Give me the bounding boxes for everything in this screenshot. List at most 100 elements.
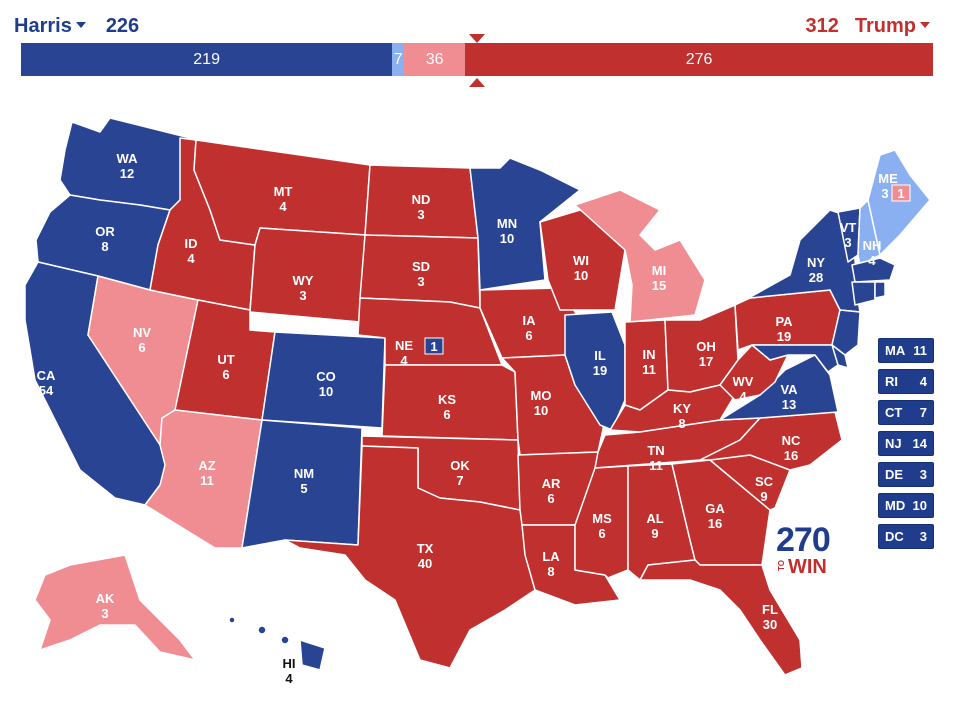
state-label-ne: NE — [395, 338, 413, 353]
state-label-co: CO — [316, 369, 336, 384]
state-fl[interactable] — [639, 559, 803, 676]
state-de[interactable] — [831, 344, 849, 369]
bar-segment-safe-rep: 276 — [465, 43, 933, 76]
state-label-id: ID — [185, 236, 198, 251]
state-hi[interactable] — [299, 639, 326, 671]
small-state-md[interactable]: MD 10 — [878, 493, 934, 518]
state-votes-ms: 6 — [598, 526, 605, 541]
state-ct[interactable] — [851, 281, 876, 306]
state-votes-mt: 4 — [279, 199, 287, 214]
state-votes-ia: 6 — [525, 328, 532, 343]
state-label-ok: OK — [450, 458, 470, 473]
state-tx[interactable] — [284, 445, 536, 669]
small-state-ma[interactable]: MA 11 — [878, 338, 934, 363]
logo-number: 270 — [776, 521, 831, 559]
chevron-down-icon[interactable] — [920, 22, 930, 29]
state-me[interactable] — [867, 149, 931, 256]
state-votes-ut: 6 — [222, 367, 229, 382]
state-votes-ny: 28 — [809, 270, 823, 285]
chevron-down-icon[interactable] — [75, 22, 86, 29]
state-votes-il: 19 — [593, 363, 607, 378]
state-label-az: AZ — [198, 458, 215, 473]
state-votes-nh: 4 — [868, 253, 876, 268]
state-votes-vt: 3 — [844, 235, 851, 250]
bar-segment-lean-dem: 7 — [392, 43, 405, 76]
state-label-nc: NC — [782, 433, 801, 448]
state-nc[interactable] — [699, 411, 843, 471]
trump-candidate-select[interactable]: Trump — [855, 15, 934, 37]
small-state-abbr: DC — [885, 529, 904, 544]
state-label-hi: HI — [283, 656, 296, 671]
small-state-abbr: MA — [885, 343, 906, 358]
state-votes-tn: 11 — [649, 458, 663, 473]
small-state-votes: 7 — [919, 405, 927, 420]
small-state-votes: 3 — [919, 529, 927, 544]
state-label-ia: IA — [523, 313, 537, 328]
state-label-ca: CA — [37, 368, 56, 383]
ne-district-votes: 1 — [430, 339, 437, 354]
state-votes-pa: 19 — [777, 329, 791, 344]
state-votes-ky: 8 — [678, 416, 685, 431]
small-state-abbr: MD — [885, 498, 906, 513]
small-state-votes: 14 — [912, 436, 927, 451]
state-label-mo: MO — [531, 388, 552, 403]
state-votes-ga: 16 — [708, 516, 722, 531]
state-label-wa: WA — [117, 151, 139, 166]
state-label-vt: VT — [840, 220, 857, 235]
small-state-ct[interactable]: CT 7 — [878, 400, 934, 425]
state-votes-ok: 7 — [456, 473, 463, 488]
state-nj[interactable] — [831, 309, 861, 356]
state-votes-sd: 3 — [417, 274, 424, 289]
small-state-votes: 11 — [913, 343, 927, 358]
state-label-tx: TX — [417, 541, 434, 556]
state-label-oh: OH — [696, 339, 716, 354]
small-state-dc[interactable]: DC 3 — [878, 524, 934, 549]
state-votes-mo: 10 — [534, 403, 548, 418]
state-votes-me: 3 — [881, 186, 888, 201]
state-mi[interactable] — [574, 189, 706, 323]
small-state-list: MA 11 RI 4 CT 7 NJ 14 DE 3 MD 10 DC 3 — [878, 338, 934, 555]
state-label-sd: SD — [412, 259, 430, 274]
me-district-box[interactable] — [891, 184, 911, 202]
me-district-votes: 1 — [897, 186, 904, 201]
small-state-votes: 4 — [919, 374, 927, 389]
state-ri[interactable] — [874, 281, 886, 299]
state-votes-ar: 6 — [547, 491, 554, 506]
state-votes-ne: 4 — [400, 353, 408, 368]
state-votes-al: 9 — [651, 526, 658, 541]
small-state-nj[interactable]: NJ 14 — [878, 431, 934, 456]
state-label-ga: GA — [705, 501, 725, 516]
state-label-nd: ND — [412, 192, 431, 207]
state-votes-sc: 9 — [760, 489, 767, 504]
state-label-nv: NV — [133, 325, 151, 340]
state-label-ks: KS — [438, 392, 456, 407]
state-votes-la: 8 — [547, 564, 554, 579]
state-label-nm: NM — [294, 466, 314, 481]
small-state-abbr: CT — [885, 405, 903, 420]
state-ak[interactable] — [34, 554, 196, 661]
state-ma[interactable] — [851, 257, 896, 283]
state-label-sc: SC — [755, 474, 774, 489]
harris-candidate-header: Harris 226 — [14, 14, 139, 38]
state-votes-in: 11 — [642, 362, 656, 377]
small-state-abbr: RI — [885, 374, 898, 389]
state-votes-az: 11 — [200, 473, 214, 488]
ne-district-box[interactable] — [424, 337, 444, 355]
small-state-de[interactable]: DE 3 — [878, 462, 934, 487]
state-label-la: LA — [542, 549, 560, 564]
state-wy[interactable] — [249, 227, 366, 323]
state-label-pa: PA — [775, 314, 793, 329]
harris-total: 226 — [105, 15, 140, 37]
small-state-ri[interactable]: RI 4 — [878, 369, 934, 394]
logo-win: WIN — [788, 556, 827, 578]
state-mn[interactable] — [469, 157, 581, 291]
harris-candidate-select[interactable]: Harris — [14, 15, 90, 37]
logo-to: TO — [777, 560, 786, 571]
270towin-logo[interactable]: 270 TO WIN — [776, 522, 836, 578]
state-label-in: IN — [643, 347, 656, 362]
state-label-il: IL — [594, 348, 606, 363]
state-label-mi: MI — [652, 263, 666, 278]
state-votes-oh: 17 — [699, 354, 713, 369]
state-label-ms: MS — [592, 511, 612, 526]
